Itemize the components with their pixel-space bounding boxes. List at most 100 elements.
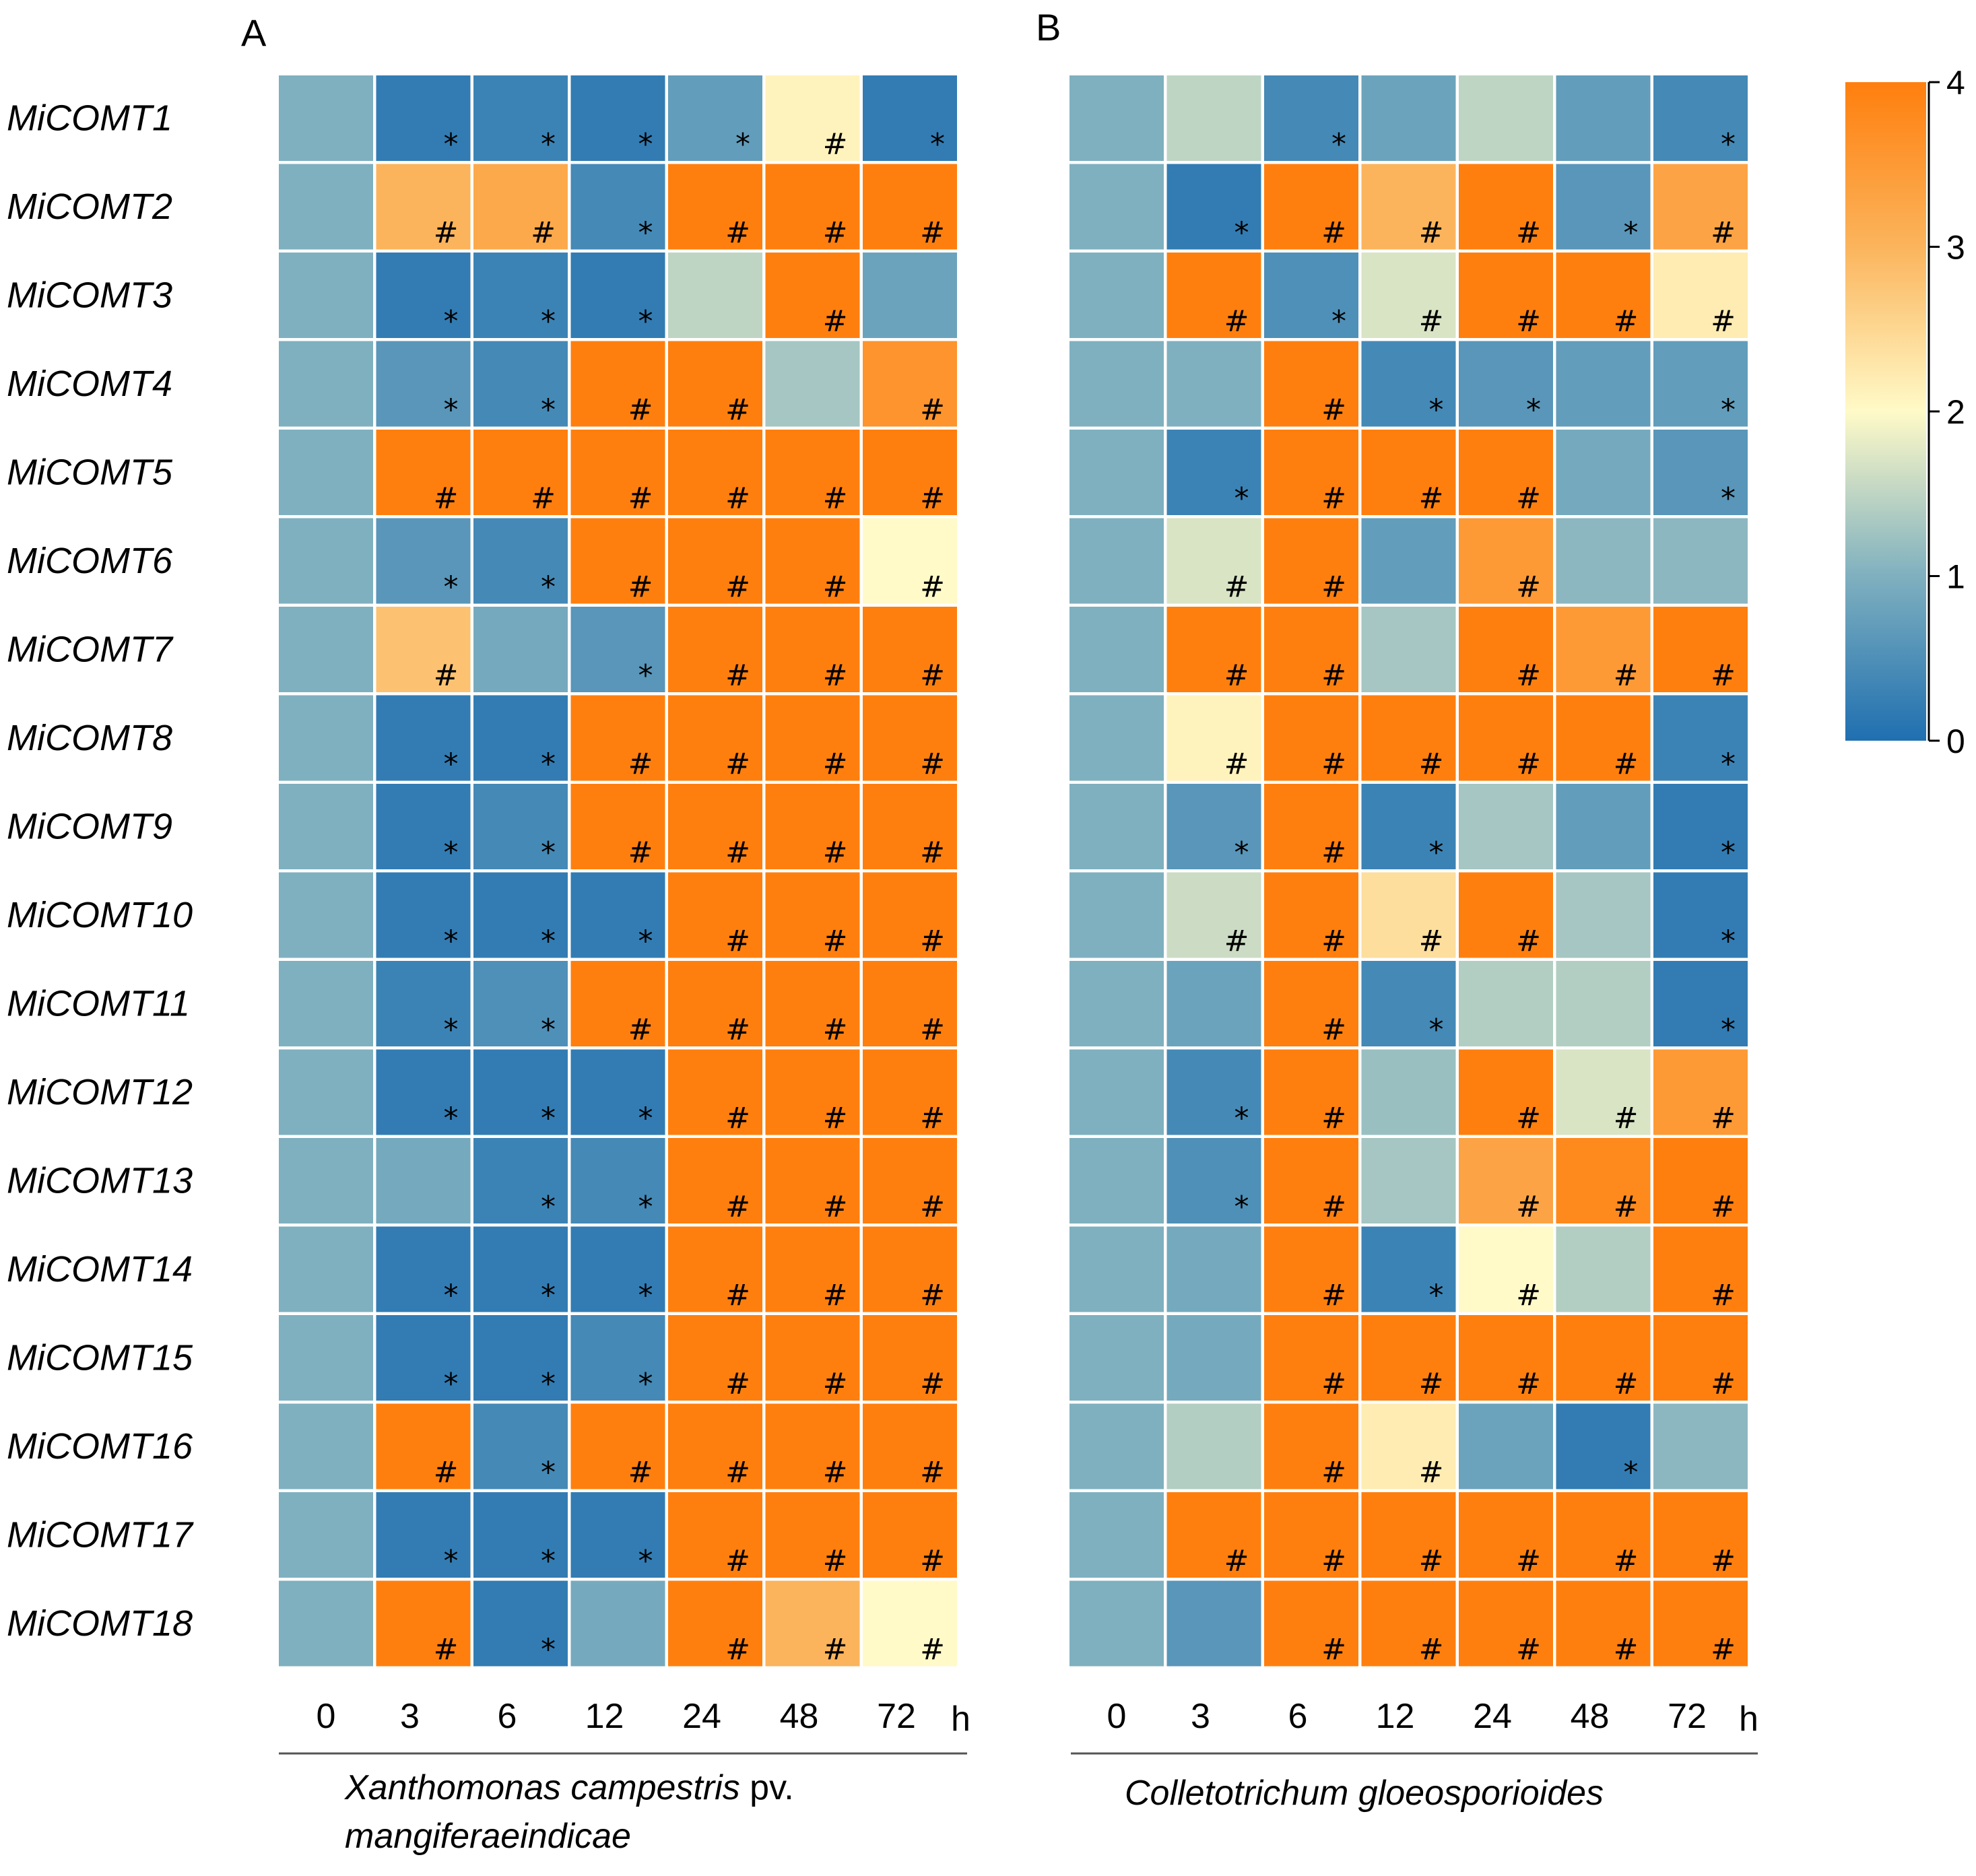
significance-hash-mark: #: [628, 570, 653, 605]
heatmap-cell: [376, 341, 471, 427]
significance-hash-mark: #: [434, 481, 459, 516]
heatmap-cell: [1069, 1049, 1164, 1135]
heatmap-cell: [1459, 1315, 1553, 1401]
heatmap-cell: [279, 341, 373, 427]
heatmap-cell: [376, 253, 471, 338]
heatmap-cell: [1653, 1049, 1748, 1135]
significance-hash-mark: #: [823, 304, 848, 339]
heatmap-cell: [279, 1403, 373, 1489]
significance-hash-mark: #: [628, 1013, 653, 1047]
significance-star-mark: *: [1429, 1279, 1444, 1313]
heatmap-cell: [473, 253, 568, 338]
heatmap-cell: [570, 607, 665, 692]
heatmap-cell: [1361, 1492, 1456, 1578]
heatmap-cell: [376, 607, 471, 692]
heatmap-cell: [376, 164, 471, 250]
heatmap-cell: [1459, 518, 1553, 604]
heatmap-cell: [1264, 1138, 1358, 1224]
heatmap-cell: [1653, 75, 1748, 161]
significance-hash-mark: #: [823, 836, 848, 870]
heatmap-cell: [376, 1049, 471, 1135]
heatmap-cell: [1653, 1492, 1748, 1578]
significance-hash-mark: #: [1321, 1544, 1346, 1578]
row-label: MiCOMT7: [7, 630, 174, 670]
heatmap-cell: [765, 75, 860, 161]
heatmap-cell: [1166, 607, 1261, 692]
heatmap-cell: [1653, 1403, 1748, 1489]
significance-hash-mark: #: [531, 216, 556, 250]
condition-plain-part: pv.: [740, 1768, 794, 1807]
heatmap-cell: [570, 1049, 665, 1135]
heatmap-cell: [1166, 1492, 1261, 1578]
x-tick-label: 0: [317, 1697, 336, 1736]
significance-hash-mark: #: [823, 127, 848, 162]
heatmap-cell: [1166, 1315, 1261, 1401]
heatmap-cell: [765, 1049, 860, 1135]
significance-star-mark: *: [1234, 1190, 1249, 1224]
significance-hash-mark: #: [1321, 393, 1346, 428]
significance-hash-mark: #: [1516, 747, 1541, 782]
x-tick-label: 3: [400, 1697, 420, 1736]
heatmap-cell: [863, 695, 957, 781]
significance-hash-mark: #: [920, 747, 945, 782]
significance-star-mark: *: [444, 836, 459, 870]
significance-hash-mark: #: [434, 1456, 459, 1490]
heatmap-cell: [1069, 1315, 1164, 1401]
x-tick-label: 72: [877, 1697, 916, 1736]
significance-hash-mark: #: [920, 1013, 945, 1047]
heatmap-cell: [1361, 430, 1456, 515]
heatmap-cell: [1361, 961, 1456, 1046]
heatmap-cell: [376, 1315, 471, 1401]
heatmap-cell: [376, 784, 471, 869]
significance-hash-mark: #: [1614, 1367, 1639, 1401]
heatmap-cell: [570, 341, 665, 427]
heatmap-cell: [1556, 607, 1651, 692]
heatmap-cell: [1166, 1403, 1261, 1489]
heatmap-cell: [863, 1049, 957, 1135]
heatmap-cell: [668, 1492, 762, 1578]
heatmap-cell: [1653, 1138, 1748, 1224]
heatmap-cell: [1069, 961, 1164, 1046]
heatmap-cell: [1361, 1138, 1456, 1224]
heatmap-cell: [279, 1226, 373, 1312]
heatmap-cell: [668, 961, 762, 1046]
heatmap-cell: [863, 872, 957, 958]
heatmap-cell: [863, 341, 957, 427]
heatmap-cell: [668, 164, 762, 250]
heatmap-cell: [863, 430, 957, 515]
heatmap-cell: [1556, 430, 1651, 515]
heatmap-cell: [1166, 961, 1261, 1046]
color-scale-tick-label: 2: [1946, 393, 1965, 431]
heatmap-cell: [765, 1492, 860, 1578]
significance-star-mark: *: [1234, 216, 1249, 250]
heatmap-cell: [1166, 341, 1261, 427]
heatmap-cell: [1069, 872, 1164, 958]
significance-star-mark: *: [1721, 127, 1736, 162]
significance-star-mark: *: [541, 1633, 556, 1667]
significance-star-mark: *: [1429, 393, 1444, 428]
significance-hash-mark: #: [823, 1013, 848, 1047]
heatmap-cell: [279, 607, 373, 692]
significance-star-mark: *: [444, 393, 459, 428]
significance-hash-mark: #: [1516, 1279, 1541, 1313]
heatmap-cell: [1361, 1049, 1456, 1135]
heatmap-cell: [570, 1580, 665, 1667]
heatmap-cell: [1166, 430, 1261, 515]
x-tick-label: 48: [1571, 1697, 1610, 1736]
significance-hash-mark: #: [1321, 1013, 1346, 1047]
heatmap-cell: [1264, 430, 1358, 515]
heatmap-cell: [1166, 872, 1261, 958]
heatmap-cell: [1653, 695, 1748, 781]
heatmap-cell: [668, 253, 762, 338]
heatmap-cell: [570, 961, 665, 1046]
heatmap-cell: [376, 695, 471, 781]
heatmap-cell: [1653, 961, 1748, 1046]
heatmap-cell: [765, 784, 860, 869]
significance-hash-mark: #: [920, 836, 945, 870]
heatmap-cell: [1069, 341, 1164, 427]
significance-hash-mark: #: [1321, 1367, 1346, 1401]
heatmap-cell: [279, 164, 373, 250]
color-scale-tick-label: 0: [1946, 723, 1965, 760]
significance-hash-mark: #: [725, 216, 750, 250]
significance-hash-mark: #: [1711, 1544, 1736, 1578]
